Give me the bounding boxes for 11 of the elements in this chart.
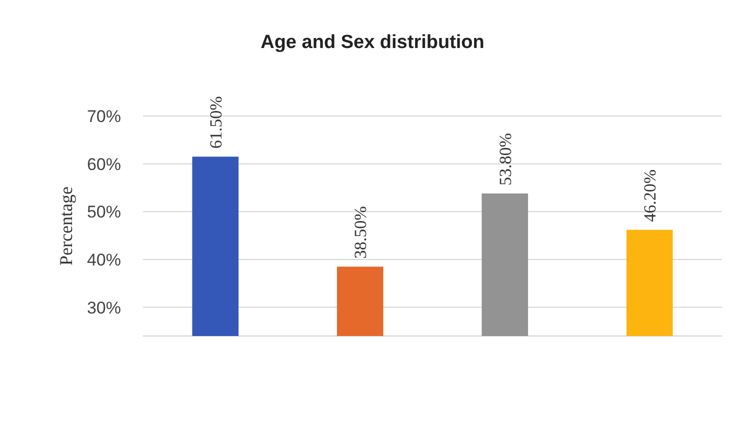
- data-label: 61.50%: [206, 96, 226, 149]
- y-tick-label: 70%: [86, 106, 121, 126]
- data-label: 46.20%: [640, 169, 660, 222]
- y-tick-label: 60%: [86, 154, 121, 174]
- y-tick-label: 50%: [86, 202, 121, 222]
- chart-title: Age and Sex distribution: [260, 32, 484, 53]
- y-tick-label: 40%: [86, 250, 121, 270]
- y-axis-title: Percentage: [56, 186, 76, 266]
- data-label: 53.80%: [496, 133, 515, 186]
- y-tick-label: 30%: [86, 298, 121, 318]
- data-label: 38.50%: [351, 206, 370, 259]
